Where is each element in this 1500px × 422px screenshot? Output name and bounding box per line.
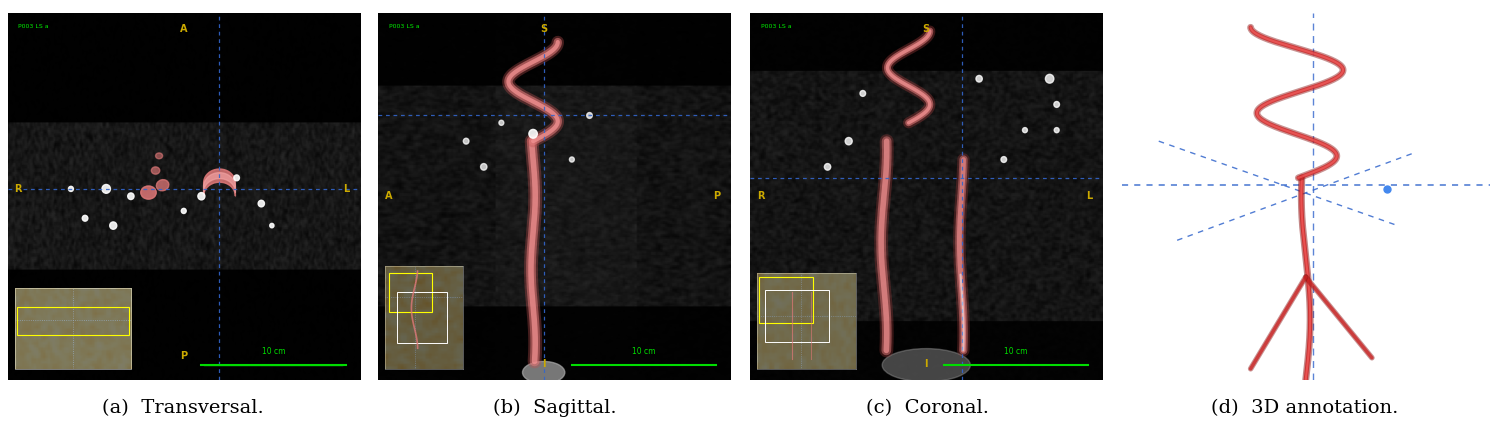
Text: (d)  3D annotation.: (d) 3D annotation. — [1212, 399, 1398, 417]
Ellipse shape — [141, 186, 156, 199]
Circle shape — [570, 157, 574, 162]
Text: S: S — [922, 24, 930, 34]
Text: P003 LS a: P003 LS a — [18, 24, 48, 29]
Circle shape — [1023, 127, 1028, 133]
Circle shape — [1054, 127, 1059, 133]
Circle shape — [128, 193, 134, 200]
Circle shape — [530, 130, 537, 138]
Circle shape — [859, 90, 865, 96]
Circle shape — [69, 187, 74, 192]
Text: P: P — [180, 352, 188, 361]
Text: L: L — [344, 184, 350, 194]
Text: P: P — [712, 191, 720, 201]
Text: L: L — [1086, 191, 1092, 201]
Ellipse shape — [156, 180, 170, 191]
Circle shape — [976, 76, 982, 82]
Text: I: I — [924, 359, 928, 369]
Circle shape — [500, 120, 504, 125]
Circle shape — [480, 164, 488, 170]
Text: A: A — [386, 191, 393, 201]
Ellipse shape — [152, 167, 160, 174]
Circle shape — [234, 175, 240, 181]
Circle shape — [182, 208, 186, 214]
Circle shape — [1046, 74, 1054, 83]
Circle shape — [1000, 157, 1006, 162]
Text: 10 cm: 10 cm — [633, 347, 656, 356]
Text: I: I — [542, 359, 546, 369]
Ellipse shape — [522, 361, 566, 384]
Text: 10 cm: 10 cm — [1005, 347, 1028, 356]
Text: P003 LS a: P003 LS a — [388, 24, 418, 29]
Circle shape — [198, 192, 206, 200]
Circle shape — [844, 138, 852, 145]
Text: P003 LS a: P003 LS a — [760, 24, 790, 29]
Text: S: S — [540, 24, 548, 34]
Ellipse shape — [882, 349, 971, 381]
Circle shape — [1054, 102, 1059, 107]
Circle shape — [82, 215, 88, 221]
Text: (c)  Coronal.: (c) Coronal. — [865, 399, 988, 417]
Text: R: R — [758, 191, 765, 201]
Text: (b)  Sagittal.: (b) Sagittal. — [494, 399, 616, 417]
Text: (a)  Transversal.: (a) Transversal. — [102, 399, 264, 417]
Circle shape — [270, 223, 274, 228]
Circle shape — [586, 113, 592, 119]
Circle shape — [102, 184, 111, 193]
Text: 10 cm: 10 cm — [262, 347, 285, 356]
Circle shape — [110, 222, 117, 229]
Circle shape — [258, 200, 264, 207]
Circle shape — [825, 164, 831, 170]
Ellipse shape — [156, 153, 162, 159]
Circle shape — [464, 138, 470, 144]
Text: A: A — [180, 24, 188, 34]
Text: R: R — [15, 184, 22, 194]
